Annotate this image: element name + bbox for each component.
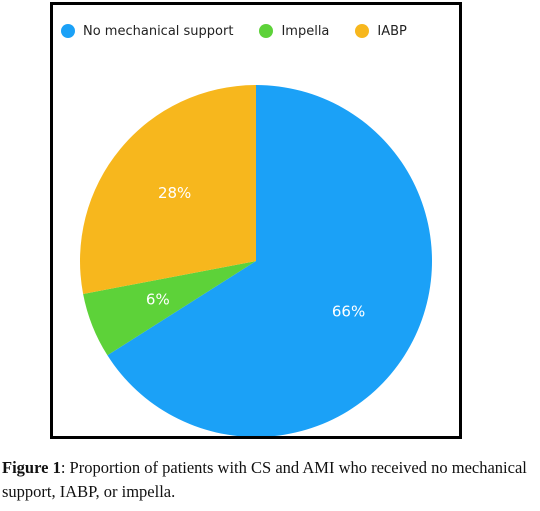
pie-slice-no-support bbox=[107, 85, 432, 436]
caption-text: : Proportion of patients with CS and AMI… bbox=[2, 458, 527, 501]
legend-label: IABP bbox=[377, 23, 407, 39]
legend-item-impella: Impella bbox=[259, 24, 329, 39]
legend-marker bbox=[259, 24, 274, 38]
pie-data-label: 66% bbox=[332, 302, 365, 320]
legend-label: No mechanical support bbox=[83, 23, 234, 39]
figure-caption: Figure 1: Proportion of patients with CS… bbox=[2, 456, 538, 504]
figure-frame: No mechanical support Impella IABP 66% 6%… bbox=[50, 2, 462, 439]
legend-marker bbox=[61, 24, 75, 38]
pie-data-label: 6% bbox=[146, 290, 170, 308]
legend-label: Impella bbox=[281, 23, 330, 39]
pie-slice-impella bbox=[83, 261, 256, 356]
pie-chart: 66% 6% 28% bbox=[79, 85, 432, 436]
legend-marker bbox=[355, 24, 370, 38]
pie-slice-iabp bbox=[79, 85, 256, 294]
legend-item-no-support: No mechanical support bbox=[61, 24, 233, 39]
caption-label: Figure 1 bbox=[2, 458, 61, 477]
legend-item-iabp: IABP bbox=[355, 24, 407, 39]
pie-data-label: 28% bbox=[158, 184, 191, 202]
chart-legend: No mechanical support Impella IABP bbox=[61, 19, 407, 43]
